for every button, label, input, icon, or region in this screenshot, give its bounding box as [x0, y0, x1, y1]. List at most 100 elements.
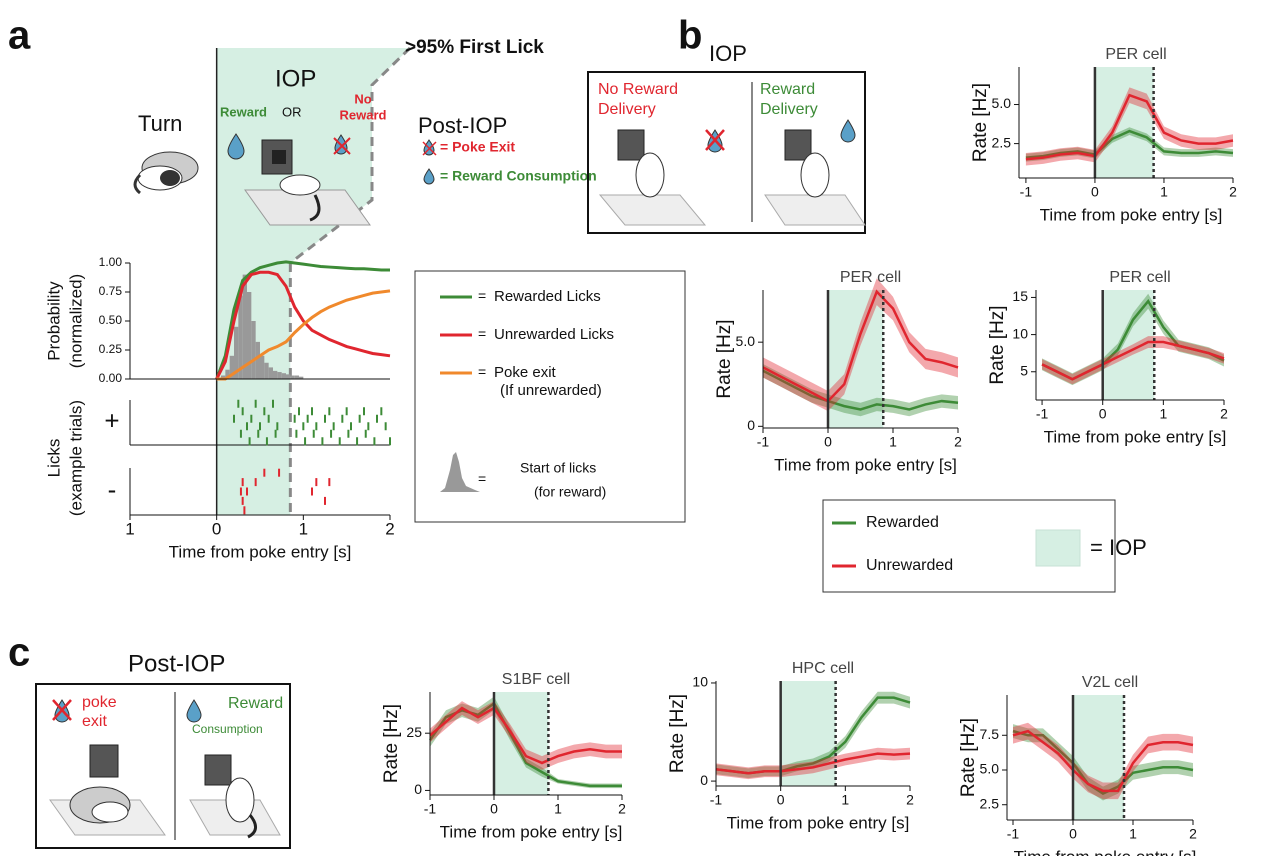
x-tick-label: 2	[954, 434, 962, 450]
error-band	[1013, 724, 1193, 801]
panel-letter: a	[8, 14, 31, 58]
y-tick-label: 10	[692, 674, 708, 690]
label: = Poke Exit	[440, 139, 515, 155]
error-band	[716, 691, 910, 779]
histogram-bar	[229, 355, 234, 379]
x-tick-label: 0	[490, 801, 498, 817]
x-tick-label: 1	[554, 801, 562, 817]
panel-letter: c	[8, 631, 30, 675]
histogram-bar	[221, 375, 226, 379]
x-tick-label: 0	[777, 792, 785, 808]
x-tick-label: 1	[889, 434, 897, 450]
cross-icon	[422, 141, 437, 156]
x-tick-label: -1	[710, 792, 723, 808]
x-axis-label: Time from poke entry [s]	[774, 455, 957, 474]
y-axis-label: Rate [Hz]	[987, 305, 1008, 384]
series-line	[762, 369, 959, 411]
histogram-bar	[225, 369, 230, 379]
label: Post-IOP	[128, 650, 225, 677]
error-band	[1025, 87, 1233, 166]
iop-shade	[1102, 290, 1155, 400]
label: = Reward Consumption	[440, 168, 597, 184]
y-tick-label: 5	[1020, 362, 1028, 378]
series-line	[429, 706, 622, 765]
legend-text: Rewarded	[866, 514, 939, 531]
chart-title: PER cell	[840, 269, 901, 286]
legend-text: Unrewarded Licks	[494, 326, 614, 343]
label: Turn	[138, 111, 182, 136]
y-axis-label: Rate [Hz]	[958, 718, 979, 797]
y-tick-label: 2.5	[980, 795, 1000, 811]
iop-outline	[289, 46, 412, 265]
port-illustration	[598, 119, 866, 226]
label: Post-IOP	[418, 113, 507, 138]
y-axis-label: Rate [Hz]	[714, 319, 735, 398]
x-tick-label: 1	[1159, 406, 1167, 422]
histogram-bar	[273, 370, 278, 379]
port-illustration	[49, 699, 281, 839]
y-tick-label: 25	[406, 724, 422, 740]
series-line	[215, 260, 390, 380]
y-tick-label: 0	[414, 781, 422, 797]
raster-label: +	[104, 405, 119, 435]
series-line	[1025, 129, 1234, 159]
illustration-box	[35, 683, 291, 849]
y-tick-label: 5.0	[992, 95, 1012, 111]
histogram-bar	[290, 375, 295, 379]
legend: Rewarded Unrewarded	[832, 514, 1081, 574]
chart-title: PER cell	[1105, 46, 1166, 63]
histogram-bar	[294, 375, 299, 379]
x-tick-label: 2	[1229, 184, 1237, 200]
histogram-bar	[281, 373, 286, 379]
histogram-bar	[234, 326, 239, 379]
chart-title: V2L cell	[1082, 674, 1138, 691]
x-tick-label: -1	[1020, 184, 1033, 200]
histogram-bar	[299, 376, 304, 379]
histogram-icon	[440, 452, 480, 492]
error-band	[1042, 293, 1224, 386]
y-axis-label: Licks	[44, 439, 63, 478]
label: IOP	[275, 65, 316, 92]
x-tick-label: 0	[212, 519, 221, 538]
x-tick-label: 1	[1160, 184, 1168, 200]
y-tick-label: 5.0	[980, 761, 1000, 777]
y-tick-label: 0.25	[99, 342, 123, 356]
legend-text: =	[478, 288, 486, 304]
histogram-bar	[277, 372, 282, 379]
chart-title: S1BF cell	[502, 671, 570, 688]
histogram-bar	[264, 362, 269, 379]
raster-label: -	[108, 474, 117, 504]
iop-shade	[1073, 695, 1124, 820]
x-axis-label: Time from poke entry [s]	[727, 813, 910, 832]
series-line	[762, 289, 959, 403]
x-axis-label: Time from poke entry [s]	[169, 542, 352, 561]
label: Reward	[228, 695, 283, 712]
legend-text: Unrewarded	[866, 557, 953, 574]
histogram-bar	[260, 355, 265, 379]
x-tick-label: -1	[424, 801, 437, 817]
y-axis-label: Probability	[44, 281, 63, 361]
y-axis-label: (example trials)	[66, 400, 85, 516]
label: Consumption	[192, 722, 263, 736]
y-tick-label: 0	[747, 417, 755, 433]
y-axis-label: Rate [Hz]	[970, 83, 991, 162]
y-axis-label: (normalized)	[66, 274, 85, 368]
legend-box	[822, 499, 1116, 593]
legend-text: =	[478, 326, 486, 342]
y-tick-label: 0.75	[99, 284, 123, 298]
x-tick-label: -1	[1036, 406, 1049, 422]
error-band	[430, 696, 622, 789]
y-tick-label: 15	[1012, 288, 1028, 304]
x-tick-label: 2	[618, 801, 626, 817]
histogram-bar	[251, 321, 256, 379]
x-tick-label: 1	[125, 519, 134, 538]
x-tick-label: 0	[824, 434, 832, 450]
port-illustration	[244, 139, 371, 226]
chart-title: HPC cell	[792, 660, 854, 677]
label: Reward	[220, 104, 267, 119]
x-axis-label: Time from poke entry [s]	[1040, 205, 1223, 224]
series-line	[1012, 729, 1194, 793]
x-axis-label: Time from poke entry [s]	[1044, 427, 1227, 446]
x-tick-label: 2	[906, 792, 914, 808]
